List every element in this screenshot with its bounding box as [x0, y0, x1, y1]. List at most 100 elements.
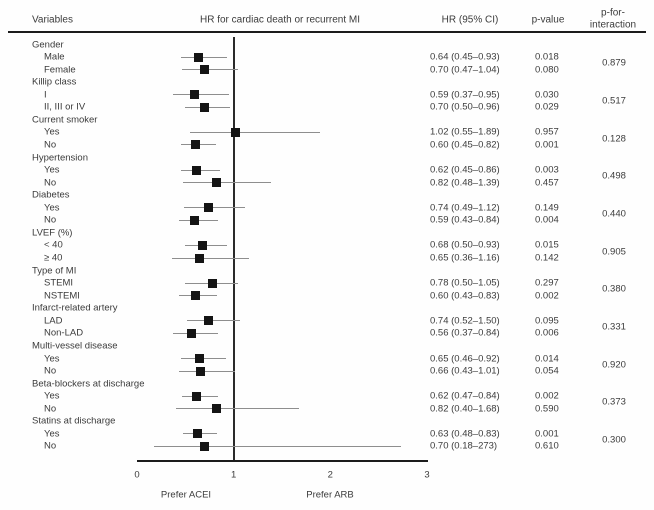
row-label: No — [44, 365, 57, 377]
group-label: Gender — [32, 39, 64, 50]
p-value: 0.015 — [535, 239, 559, 251]
row-label: No — [44, 177, 57, 189]
group-label: Killip class — [32, 76, 77, 88]
hr-marker — [211, 178, 221, 188]
hr-marker — [207, 278, 217, 288]
hr-marker — [195, 354, 205, 363]
hr-ci-value: 0.78 (0.50–1.05) — [430, 277, 500, 289]
group-label: Hypertension — [32, 152, 88, 164]
row-label: Yes — [44, 428, 60, 440]
group-label: Type of MI — [32, 265, 77, 277]
hr-marker — [204, 203, 214, 213]
row-label: No — [44, 214, 57, 226]
p-interaction-value: 0.517 — [602, 95, 626, 107]
hr-ci-value: 0.64 (0.45–0.93) — [430, 51, 500, 63]
hr-ci-value: 0.68 (0.50–0.93) — [430, 239, 500, 251]
p-value: 0.030 — [535, 89, 559, 101]
group-label: Beta-blockers at discharge — [32, 378, 145, 390]
hr-marker — [190, 291, 200, 301]
ci-line — [180, 56, 227, 58]
row-label: I — [44, 89, 47, 101]
p-interaction-value: 0.905 — [602, 246, 626, 258]
row-label: II, III or IV — [44, 101, 86, 113]
p-value: 0.095 — [535, 315, 559, 327]
row-label: Yes — [44, 164, 60, 176]
ci-line — [178, 370, 235, 372]
p-interaction-value: 0.879 — [602, 57, 626, 69]
p-value: 0.003 — [535, 164, 559, 176]
x-axis-tick-label: 3 — [424, 469, 430, 481]
ci-line — [182, 69, 238, 71]
p-value: 0.590 — [535, 403, 559, 415]
p-value: 0.029 — [535, 101, 559, 113]
hr-marker — [189, 215, 199, 225]
hr-ci-value: 0.74 (0.52–1.50) — [430, 315, 500, 327]
group-label: LVEF (%) — [32, 227, 73, 239]
p-value: 0.080 — [535, 64, 559, 76]
row-label: No — [44, 440, 57, 452]
group-label: Diabetes — [32, 189, 70, 201]
hr-marker — [196, 366, 206, 376]
p-value: 0.001 — [535, 139, 559, 151]
p-interaction-value: 0.498 — [602, 170, 626, 182]
x-axis-tick-label: 0 — [134, 469, 140, 481]
x-axis-tick-label: 1 — [231, 469, 237, 481]
p-interaction-value: 0.373 — [602, 396, 626, 408]
p-interaction-value: 0.128 — [602, 133, 626, 145]
hr-ci-value: 0.60 (0.43–0.83) — [430, 290, 500, 302]
group-label: Infarct-related artery — [32, 302, 118, 314]
hr-ci-value: 0.82 (0.48–1.39) — [430, 177, 500, 189]
p-value: 0.014 — [535, 353, 559, 364]
column-header-variables: Variables — [32, 14, 73, 26]
hr-marker — [192, 391, 202, 401]
p-value: 0.457 — [535, 177, 559, 189]
hr-marker — [231, 127, 241, 137]
hr-ci-value: 0.70 (0.47–1.04) — [430, 64, 500, 76]
hr-ci-value: 0.60 (0.45–0.82) — [430, 139, 500, 151]
row-label: Yes — [44, 353, 60, 364]
hr-marker — [198, 240, 208, 250]
p-value: 0.002 — [535, 290, 559, 302]
ci-line — [190, 131, 320, 133]
p-interaction-value: 0.920 — [602, 359, 626, 371]
hr-marker — [195, 253, 205, 263]
p-interaction-value: 0.300 — [602, 434, 626, 446]
p-value: 0.004 — [535, 214, 559, 226]
hr-ci-value: 0.66 (0.43–1.01) — [430, 365, 500, 377]
x-axis-tick-label: 2 — [327, 469, 333, 481]
group-label: Multi-vessel disease — [32, 340, 118, 352]
hr-marker — [211, 404, 221, 414]
hr-marker — [189, 90, 199, 100]
hr-marker — [204, 316, 214, 326]
hr-marker — [186, 328, 196, 338]
column-header-p-value: p-value — [531, 14, 565, 26]
p-interaction-value: 0.331 — [602, 321, 626, 333]
ci-line — [172, 94, 229, 96]
axis-label-prefer-acei: Prefer ACEI — [160, 489, 212, 501]
reference-line — [232, 37, 235, 461]
hr-ci-value: 0.56 (0.37–0.84) — [430, 327, 500, 339]
p-value: 0.018 — [535, 51, 559, 63]
ci-line — [154, 445, 401, 447]
hr-ci-value: 0.65 (0.46–0.92) — [430, 353, 500, 364]
column-header-p-interaction-line1: p-for- — [601, 7, 625, 19]
row-label: Non-LAD — [44, 327, 84, 339]
p-value: 0.610 — [535, 440, 559, 452]
hr-ci-value: 0.63 (0.48–0.83) — [430, 428, 500, 440]
hr-marker — [192, 165, 202, 175]
hr-marker — [193, 429, 203, 439]
ci-line — [183, 182, 272, 184]
row-label: LAD — [44, 315, 63, 327]
p-interaction-value: 0.440 — [602, 208, 626, 220]
hr-ci-value: 0.74 (0.49–1.12) — [430, 202, 500, 214]
hr-ci-value: 0.70 (0.50–0.96) — [430, 101, 500, 113]
ci-line — [187, 320, 241, 322]
hr-marker — [200, 65, 210, 75]
ci-line — [171, 257, 250, 259]
hr-marker — [200, 441, 210, 451]
column-header-hr-ci: HR (95% CI) — [441, 14, 499, 26]
row-label: Yes — [44, 126, 60, 138]
hr-ci-value: 0.62 (0.47–0.84) — [430, 390, 500, 402]
p-value: 0.001 — [535, 428, 559, 440]
